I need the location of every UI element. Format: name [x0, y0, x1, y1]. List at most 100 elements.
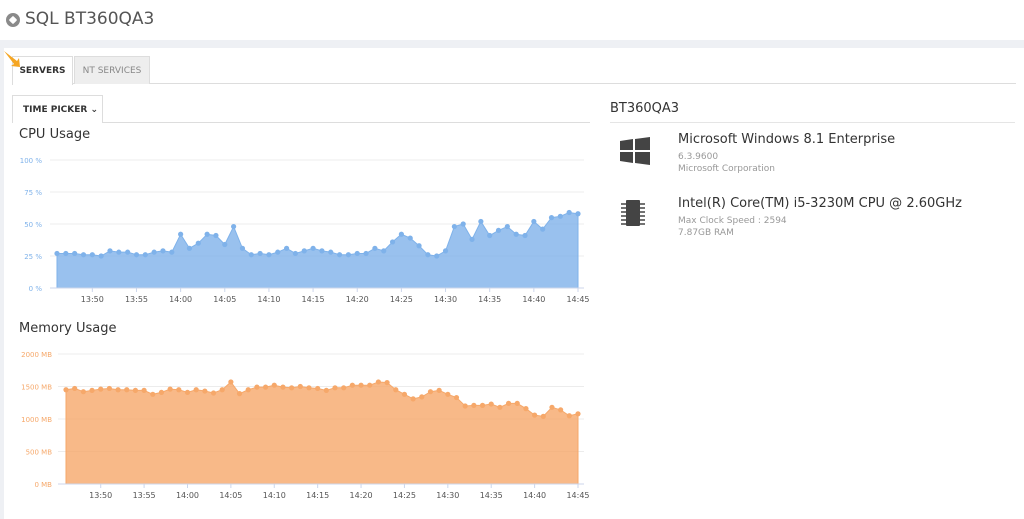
x-tick-label: 13:50 — [89, 491, 112, 500]
data-point — [523, 406, 529, 412]
x-tick-label: 14:40 — [522, 295, 545, 304]
time-picker-button[interactable]: TIME PICKER ⌄ — [12, 95, 103, 123]
os-version: 6.3.9600 — [678, 152, 719, 162]
data-point — [479, 402, 486, 408]
data-point — [367, 382, 373, 388]
cpu-name: Intel(R) Core(TM) i5-3230M CPU @ 2.60GHz — [678, 196, 962, 211]
data-point — [471, 402, 477, 408]
data-point — [425, 252, 431, 258]
data-point — [381, 248, 387, 254]
data-point — [222, 241, 228, 248]
cpu-clock: Max Clock Speed : 2594 — [678, 216, 787, 226]
time-picker-label: TIME PICKER — [23, 105, 88, 115]
y-tick-label: 50 % — [24, 221, 42, 229]
chip-icon — [621, 200, 645, 226]
y-tick-label: 25 % — [24, 253, 42, 261]
data-point — [575, 411, 581, 417]
data-point — [332, 385, 338, 391]
data-point — [195, 240, 201, 246]
data-point — [125, 249, 131, 255]
data-point — [495, 227, 502, 233]
data-point — [133, 252, 140, 258]
data-point — [89, 387, 95, 393]
data-point — [319, 248, 325, 254]
y-tick-label: 1000 MB — [21, 416, 52, 424]
pointer-arrow-icon — [4, 51, 20, 67]
data-point — [393, 387, 399, 393]
server-name: BT360QA3 — [610, 101, 680, 116]
data-point — [566, 209, 572, 216]
page-header: SQL BT360QA3 — [0, 0, 1024, 40]
data-point — [548, 215, 555, 221]
data-point — [345, 252, 352, 258]
page-title: SQL BT360QA3 — [25, 9, 155, 29]
data-point — [178, 231, 184, 237]
x-tick-label: 14:15 — [306, 491, 329, 500]
y-tick-label: 1500 MB — [21, 384, 52, 392]
data-point — [451, 223, 457, 230]
data-point — [167, 386, 173, 392]
database-icon — [6, 13, 20, 27]
data-point — [349, 382, 355, 388]
x-tick-label: 14:05 — [213, 295, 236, 304]
os-vendor: Microsoft Corporation — [678, 164, 775, 174]
data-point — [141, 387, 147, 393]
cpu-chart-title: CPU Usage — [19, 127, 91, 142]
x-tick-label: 14:00 — [176, 491, 199, 500]
x-tick-label: 14:35 — [478, 295, 501, 304]
data-point — [522, 232, 528, 239]
x-tick-label: 14:05 — [219, 491, 242, 500]
data-point — [124, 387, 130, 393]
data-point — [389, 239, 396, 245]
x-tick-label: 14:25 — [390, 295, 413, 304]
tab-nt-services[interactable]: NT SERVICES — [74, 56, 150, 84]
data-point — [557, 213, 563, 219]
data-point — [306, 385, 312, 391]
data-point — [239, 245, 246, 251]
memory-chart-title: Memory Usage — [19, 321, 117, 336]
data-point — [575, 211, 581, 217]
data-point — [460, 221, 466, 227]
data-point — [301, 248, 307, 254]
x-tick-label: 14:40 — [523, 491, 546, 500]
x-tick-label: 14:10 — [257, 295, 280, 304]
data-point — [462, 403, 468, 409]
x-tick-label: 13:55 — [133, 491, 156, 500]
y-tick-label: 0 MB — [34, 481, 52, 489]
data-point — [513, 231, 519, 237]
x-tick-label: 14:45 — [566, 491, 589, 500]
divider — [102, 122, 590, 123]
data-point — [245, 387, 251, 393]
data-point — [487, 232, 493, 239]
data-point — [54, 250, 60, 257]
data-point — [72, 385, 78, 392]
x-tick-label: 13:55 — [125, 295, 148, 304]
tab-servers[interactable]: SERVERS — [12, 56, 73, 85]
cpu-info: Intel(R) Core(TM) i5-3230M CPU @ 2.60GHz… — [678, 196, 962, 239]
x-tick-label: 14:10 — [263, 491, 286, 500]
data-point — [375, 379, 382, 385]
y-tick-label: 75 % — [24, 189, 42, 197]
y-tick-label: 0 % — [29, 285, 43, 293]
data-point — [89, 252, 95, 258]
data-point — [184, 389, 191, 395]
data-point — [219, 387, 225, 393]
os-info: Microsoft Windows 8.1 Enterprise 6.3.960… — [678, 132, 895, 175]
data-point — [204, 231, 210, 237]
x-tick-label: 14:30 — [436, 491, 459, 500]
data-point — [236, 391, 243, 397]
data-point — [445, 391, 451, 397]
data-point — [401, 391, 408, 397]
data-point — [478, 218, 484, 225]
data-point — [469, 236, 475, 242]
data-point — [106, 385, 112, 392]
data-point — [202, 388, 208, 394]
series-area — [65, 381, 579, 485]
y-tick-label: 500 MB — [26, 449, 53, 457]
x-tick-label: 14:15 — [302, 295, 325, 304]
chevron-down-icon: ⌄ — [90, 105, 99, 115]
data-point — [354, 250, 360, 257]
divider — [610, 122, 1015, 123]
data-point — [505, 400, 512, 406]
data-point — [336, 252, 343, 258]
